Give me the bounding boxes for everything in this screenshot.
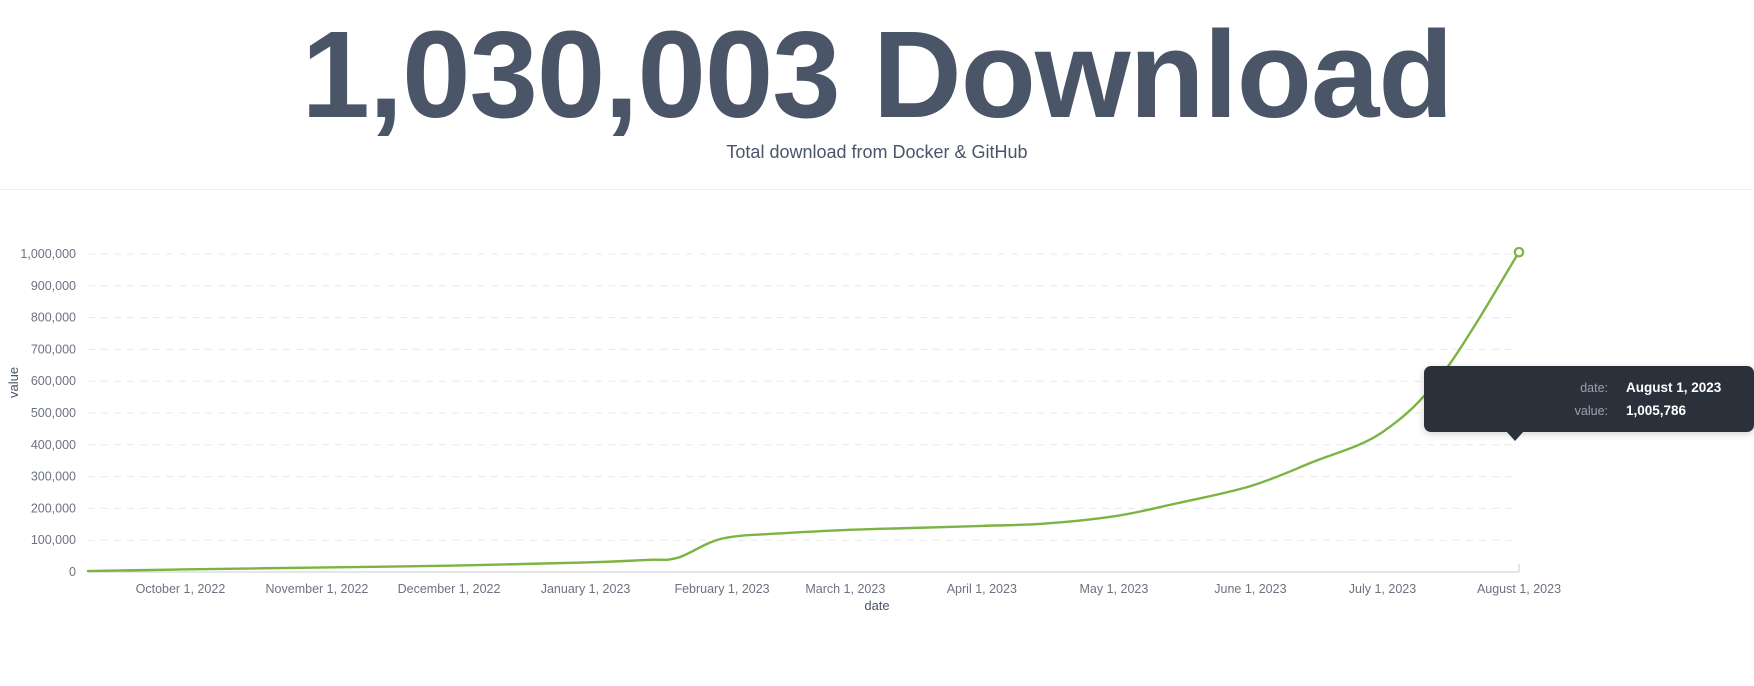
x-tick-label: June 1, 2023: [1214, 582, 1286, 596]
x-tick-label: April 1, 2023: [947, 582, 1017, 596]
x-tick-label: February 1, 2023: [674, 582, 769, 596]
y-tick-label: 600,000: [31, 374, 76, 388]
tooltip-value-key: value:: [1574, 404, 1608, 418]
x-axis-label: date: [864, 598, 890, 613]
y-gridlines: [88, 253, 1519, 541]
highlighted-data-point[interactable]: [1513, 246, 1525, 258]
tooltip-arrow-icon: [1506, 431, 1524, 441]
x-tick-label: August 1, 2023: [1477, 582, 1561, 596]
x-tick-label: March 1, 2023: [805, 582, 885, 596]
data-point-tooltip: date: August 1, 2023 value: 1,005,786: [1424, 366, 1754, 441]
tooltip-value-row: value: 1,005,786: [1424, 403, 1736, 420]
y-tick-label: 400,000: [31, 438, 76, 452]
y-tick-label: 0: [69, 565, 76, 579]
chart-container[interactable]: value date 1,000,000 900,000 800,000 700,00…: [0, 190, 1754, 686]
page-subtitle: Total download from Docker & GitHub: [726, 142, 1028, 162]
y-tick-label: 300,000: [31, 470, 76, 484]
x-tick-label: October 1, 2022: [136, 582, 226, 596]
line-chart[interactable]: 1,000,000 900,000 800,000 700,000 600,000 500…: [0, 190, 1754, 610]
x-tick-label: November 1, 2022: [266, 582, 369, 596]
tooltip-date-key: date:: [1580, 381, 1608, 395]
tooltip-value-value: 1,005,786: [1626, 403, 1687, 418]
y-tick-label: 800,000: [31, 311, 76, 325]
tooltip-date-row: date: August 1, 2023: [1424, 380, 1736, 397]
x-tick-labels: October 1, 2022 November 1, 2022 December …: [136, 582, 1561, 596]
x-tick-label: May 1, 2023: [1080, 582, 1149, 596]
y-tick-label: 900,000: [31, 279, 76, 293]
y-tick-label: 200,000: [31, 501, 76, 515]
y-tick-label: 100,000: [31, 533, 76, 547]
x-tick-label: July 1, 2023: [1349, 582, 1416, 596]
tooltip-date-value: August 1, 2023: [1626, 380, 1722, 395]
x-tick-label: December 1, 2022: [398, 582, 501, 596]
y-tick-label: 700,000: [31, 342, 76, 356]
page-title: 1,030,003 Download: [301, 7, 1454, 144]
y-axis-label: value: [6, 366, 21, 398]
y-tick-label: 500,000: [31, 406, 76, 420]
y-tick-label: 1,000,000: [20, 247, 76, 261]
download-series-line[interactable]: [86, 250, 1521, 573]
y-tick-labels: 1,000,000 900,000 800,000 700,000 600,000 500…: [20, 247, 76, 579]
header: 1,030,003 Download Total download from D…: [0, 0, 1754, 190]
x-tick-label: January 1, 2023: [541, 582, 631, 596]
